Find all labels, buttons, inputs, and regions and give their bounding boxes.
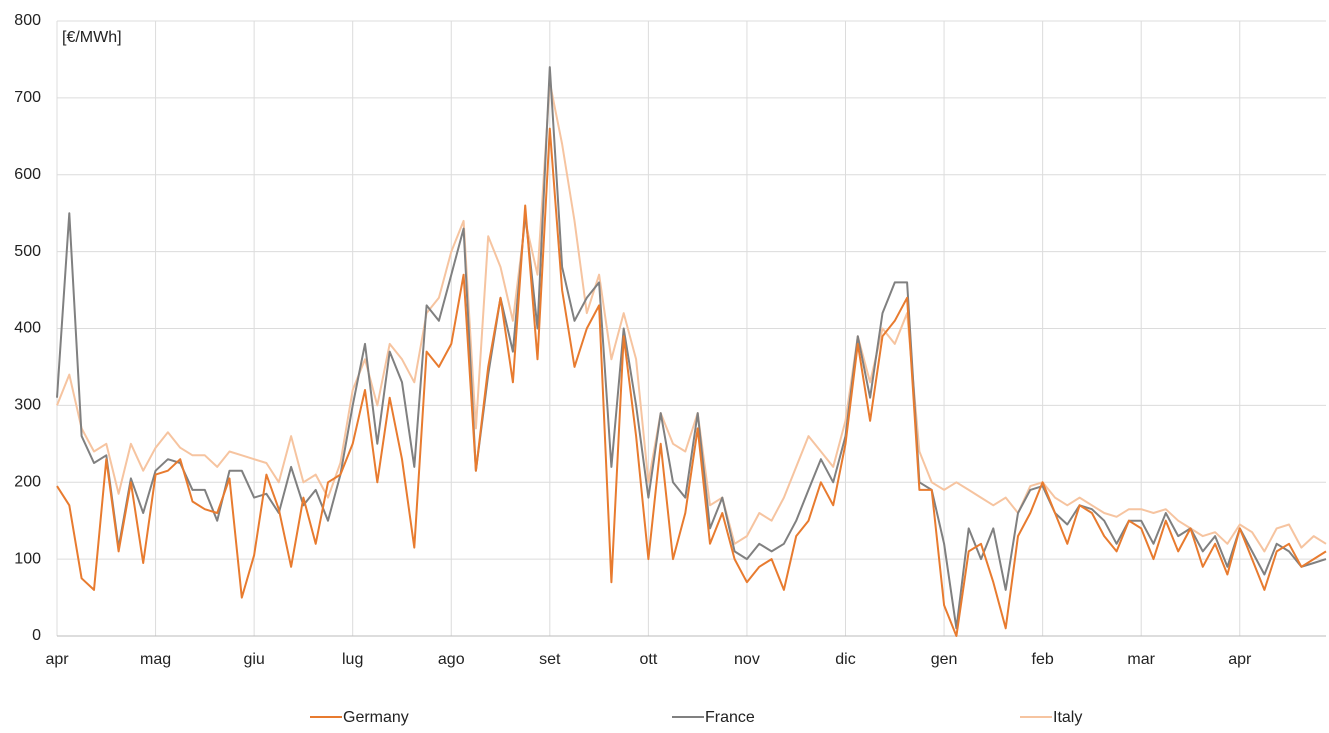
- y-tick-label: 300: [14, 397, 41, 414]
- y-tick-label: 400: [14, 320, 41, 337]
- y-tick-label: 500: [14, 243, 41, 260]
- legend-label: Germany: [343, 709, 409, 726]
- x-tick-label: ott: [639, 651, 657, 668]
- y-tick-label: 100: [14, 550, 41, 567]
- x-tick-label: mag: [140, 651, 171, 668]
- x-tick-label: feb: [1032, 651, 1054, 668]
- series-line: [56, 66, 1327, 630]
- x-tick-label: giu: [243, 651, 264, 668]
- y-tick-label: 200: [14, 473, 41, 490]
- x-tick-label: mar: [1127, 651, 1155, 668]
- x-tick-label: gen: [931, 651, 958, 668]
- x-tick-label: dic: [835, 651, 855, 668]
- x-tick-label: ago: [438, 651, 465, 668]
- legend-label: Italy: [1053, 709, 1082, 726]
- series-line: [56, 127, 1327, 637]
- x-tick-label: set: [539, 651, 561, 668]
- x-tick-label: lug: [342, 651, 363, 668]
- y-tick-label: 800: [14, 12, 41, 29]
- y-tick-label: 700: [14, 89, 41, 106]
- x-tick-label: apr: [1228, 651, 1252, 668]
- series-line: [56, 81, 1327, 553]
- y-tick-label: 600: [14, 166, 41, 183]
- legend-label: France: [705, 709, 755, 726]
- y-tick-label: 0: [32, 627, 41, 644]
- unit-label: [€/MWh]: [62, 29, 122, 46]
- x-tick-label: nov: [734, 651, 760, 668]
- x-tick-label: apr: [45, 651, 69, 668]
